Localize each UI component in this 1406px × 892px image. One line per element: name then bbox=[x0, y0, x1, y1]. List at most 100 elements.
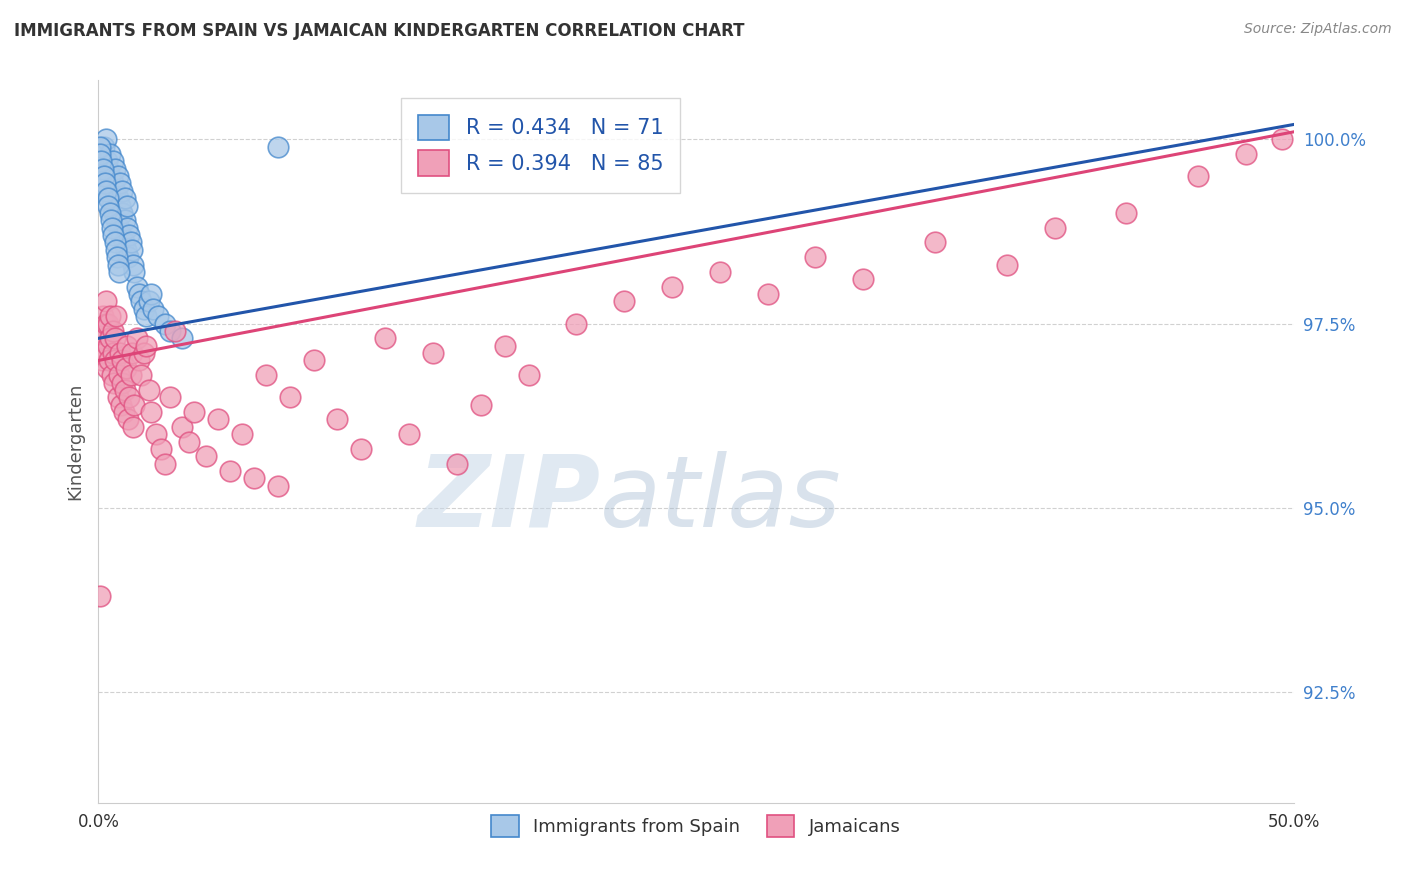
Point bbox=[98, 309, 122, 323]
Point bbox=[98, 191, 121, 205]
Point bbox=[94, 317, 117, 331]
Point bbox=[89, 147, 111, 161]
Point bbox=[446, 457, 468, 471]
Legend: Immigrants from Spain, Jamaicans: Immigrants from Spain, Jamaicans bbox=[484, 808, 908, 845]
Point bbox=[91, 161, 114, 176]
Point bbox=[128, 353, 150, 368]
Point bbox=[163, 324, 186, 338]
Point bbox=[101, 177, 124, 191]
Point bbox=[104, 235, 127, 250]
Point bbox=[115, 220, 138, 235]
Point bbox=[98, 147, 122, 161]
Point bbox=[103, 228, 125, 243]
Point bbox=[112, 405, 135, 419]
Point bbox=[183, 405, 205, 419]
Point bbox=[267, 479, 290, 493]
Point bbox=[108, 265, 131, 279]
Point bbox=[114, 213, 136, 227]
Point bbox=[125, 331, 148, 345]
Point bbox=[243, 471, 266, 485]
Point bbox=[100, 199, 122, 213]
Point bbox=[93, 139, 115, 153]
Point bbox=[115, 360, 138, 375]
Point bbox=[124, 398, 146, 412]
Point bbox=[1187, 169, 1209, 183]
Point bbox=[470, 398, 492, 412]
Point bbox=[121, 346, 143, 360]
Point bbox=[122, 258, 145, 272]
Text: ZIP: ZIP bbox=[418, 450, 600, 548]
Point bbox=[267, 139, 290, 153]
Point bbox=[90, 324, 112, 338]
Point bbox=[91, 331, 114, 345]
Point bbox=[118, 390, 141, 404]
Point bbox=[97, 199, 120, 213]
Point bbox=[96, 154, 118, 169]
Point bbox=[852, 272, 875, 286]
Point bbox=[121, 243, 143, 257]
Point bbox=[93, 169, 115, 183]
Point bbox=[107, 169, 129, 183]
Point bbox=[107, 368, 129, 383]
Point bbox=[155, 457, 177, 471]
Point bbox=[132, 301, 155, 316]
Point bbox=[613, 294, 636, 309]
Point bbox=[107, 220, 129, 235]
Point bbox=[924, 235, 946, 250]
Point bbox=[207, 412, 229, 426]
Point bbox=[995, 258, 1018, 272]
Point bbox=[91, 147, 114, 161]
Point bbox=[139, 405, 162, 419]
Point bbox=[135, 309, 157, 323]
Point bbox=[132, 346, 155, 360]
Point bbox=[149, 442, 172, 456]
Point bbox=[100, 368, 122, 383]
Point bbox=[107, 390, 129, 404]
Point bbox=[101, 220, 124, 235]
Point bbox=[142, 301, 165, 316]
Point bbox=[98, 206, 121, 220]
Point bbox=[1271, 132, 1294, 146]
Point bbox=[103, 376, 125, 390]
Point bbox=[96, 191, 118, 205]
Point bbox=[105, 309, 128, 323]
Point bbox=[91, 353, 114, 368]
Point bbox=[111, 184, 134, 198]
Point bbox=[159, 390, 181, 404]
Point bbox=[101, 346, 124, 360]
Point bbox=[117, 412, 139, 426]
Point bbox=[101, 154, 124, 169]
Point bbox=[131, 294, 153, 309]
Point bbox=[115, 243, 138, 257]
Text: atlas: atlas bbox=[600, 450, 842, 548]
Point bbox=[219, 464, 242, 478]
Point bbox=[159, 324, 181, 338]
Point bbox=[139, 287, 162, 301]
Point bbox=[494, 339, 516, 353]
Point bbox=[103, 206, 125, 220]
Point bbox=[96, 177, 118, 191]
Point bbox=[105, 213, 128, 227]
Point bbox=[278, 390, 301, 404]
Point bbox=[138, 294, 160, 309]
Point bbox=[104, 353, 127, 368]
Point bbox=[89, 139, 111, 153]
Point bbox=[179, 434, 201, 449]
Point bbox=[98, 169, 122, 183]
Point bbox=[374, 331, 396, 345]
Point bbox=[254, 368, 277, 383]
Point bbox=[108, 346, 131, 360]
Point bbox=[138, 383, 160, 397]
Point bbox=[114, 191, 136, 205]
Point bbox=[326, 412, 349, 426]
Point bbox=[112, 235, 135, 250]
Point bbox=[90, 154, 112, 169]
Point bbox=[135, 339, 157, 353]
Point bbox=[117, 250, 139, 264]
Point bbox=[1115, 206, 1137, 220]
Point bbox=[93, 346, 115, 360]
Point bbox=[131, 368, 153, 383]
Point bbox=[107, 258, 129, 272]
Point bbox=[110, 228, 132, 243]
Point bbox=[195, 450, 218, 464]
